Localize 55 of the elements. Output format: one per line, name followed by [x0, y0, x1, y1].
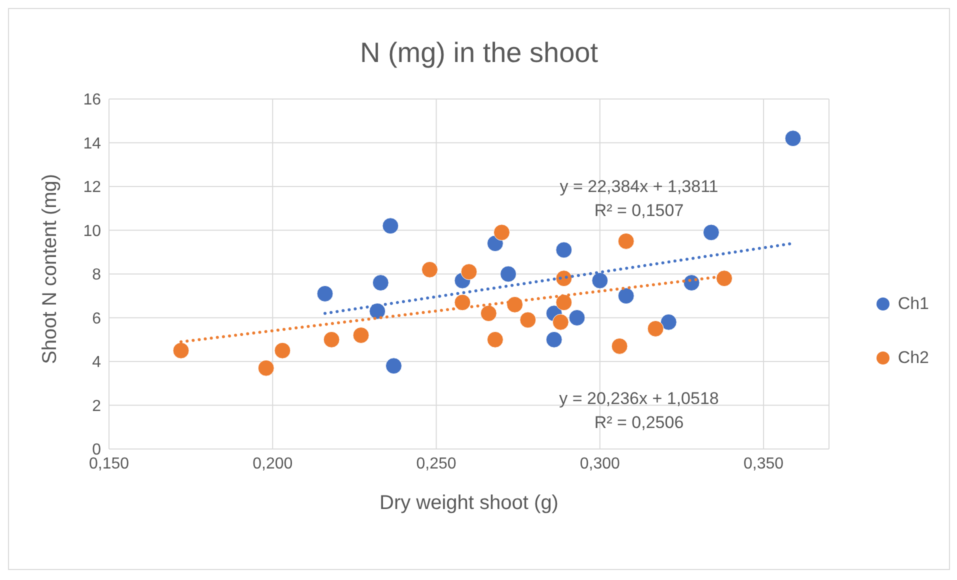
legend-label: Ch1	[898, 294, 929, 314]
point	[702, 224, 720, 241]
point	[683, 274, 700, 291]
y-axis-title: Shoot N content (mg)	[39, 174, 62, 364]
y-tick-label: 12	[83, 179, 102, 196]
y-tick-label: 4	[92, 354, 102, 372]
point	[647, 320, 664, 337]
y-tick-label: 2	[92, 398, 102, 415]
point	[172, 342, 190, 359]
annotation: y = 20,236x + 1,0518	[558, 389, 720, 409]
point	[556, 270, 572, 287]
point	[372, 274, 389, 291]
point	[500, 266, 517, 282]
point	[385, 358, 402, 374]
point	[546, 331, 562, 348]
point	[592, 272, 608, 289]
point	[382, 218, 399, 234]
point	[274, 342, 291, 359]
point	[454, 294, 471, 311]
point	[552, 314, 569, 330]
point	[493, 224, 510, 241]
point	[258, 360, 274, 376]
point	[352, 327, 370, 344]
point	[480, 305, 497, 322]
point	[611, 338, 628, 354]
point	[716, 270, 733, 287]
x-tick-label: 0,300	[580, 455, 620, 472]
point	[486, 331, 504, 348]
x-tick-label: 0,350	[744, 455, 784, 472]
point	[460, 264, 478, 280]
legend-label: Ch2	[898, 348, 929, 368]
x-tick-label: 0,200	[252, 455, 293, 472]
point	[784, 130, 802, 147]
point	[556, 242, 572, 258]
annotation: y = 22,384x + 1,3811	[558, 177, 720, 197]
annotation: R² = 0,2506	[593, 413, 685, 433]
y-tick-label: 16	[83, 92, 102, 109]
point	[520, 312, 536, 328]
point	[618, 232, 634, 250]
point	[556, 294, 572, 311]
y-tick-label: 14	[83, 135, 102, 152]
x-tick-label: 0,250	[416, 455, 456, 472]
x-axis-title: Dry weight shoot (g)	[380, 492, 558, 514]
point	[660, 314, 677, 330]
point	[618, 288, 634, 304]
y-tick-label: 8	[92, 266, 102, 284]
y-tick-label: 10	[83, 222, 102, 240]
point	[568, 310, 586, 326]
point	[323, 331, 340, 348]
y-tick-label: 6	[92, 310, 102, 328]
chart-title: N (mg) in the shoot	[358, 37, 600, 69]
point	[421, 261, 438, 278]
point	[316, 285, 334, 302]
point	[506, 296, 524, 313]
annotation: R² = 0,1507	[593, 201, 685, 221]
